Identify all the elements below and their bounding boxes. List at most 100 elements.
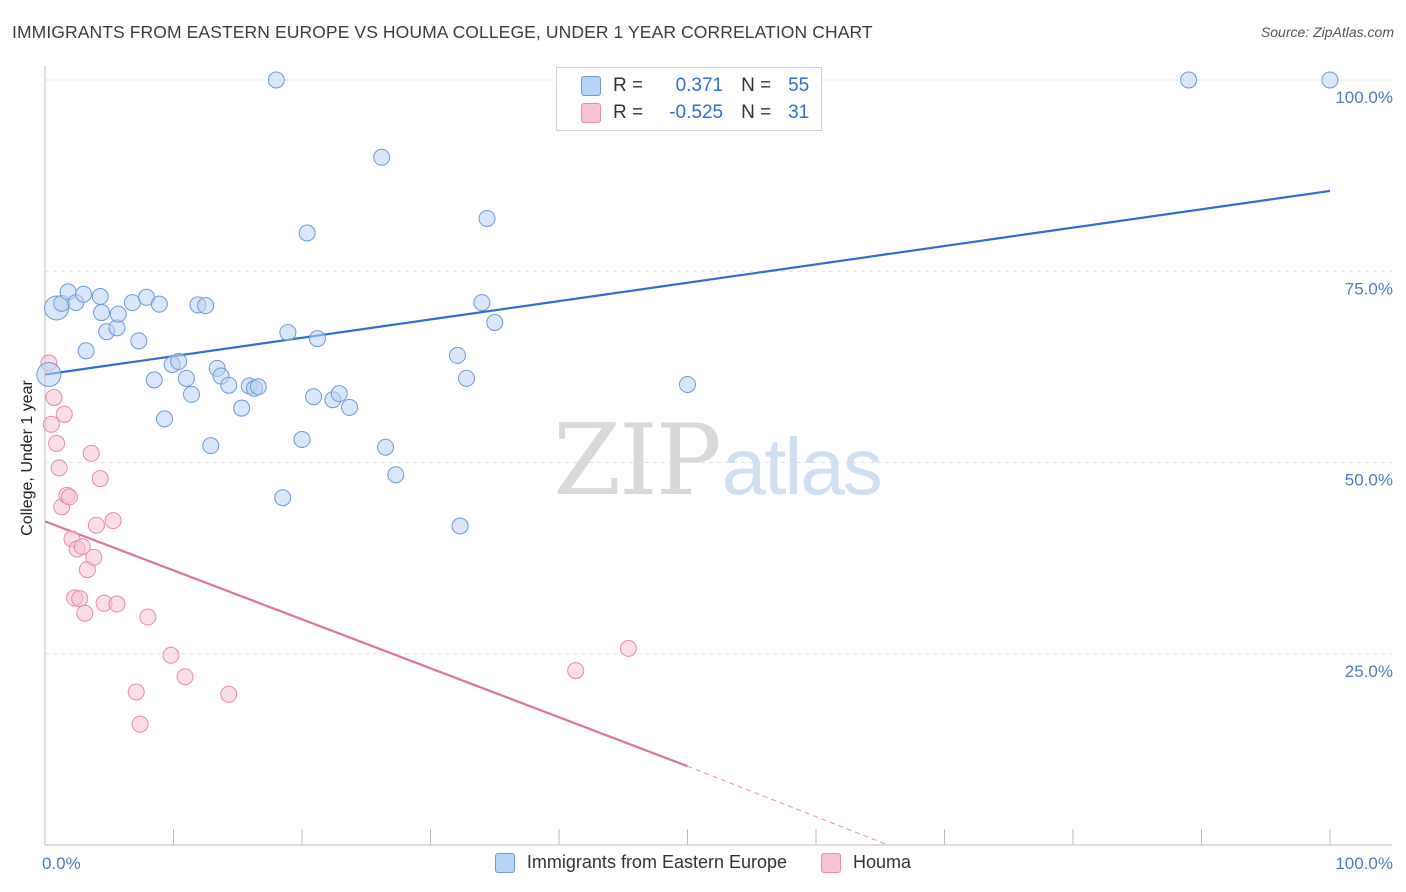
grid-layer: [45, 79, 1392, 655]
point-houma: [91, 470, 109, 488]
point-immigrants: [298, 224, 316, 242]
legend-swatch-pink: [821, 852, 842, 873]
point-immigrants: [177, 369, 195, 387]
point-immigrants: [130, 332, 148, 350]
y-tick-label: 25.0%: [1345, 662, 1393, 681]
point-immigrants: [145, 371, 163, 389]
trendline-immigrants: [44, 189, 1331, 376]
point-immigrants: [93, 304, 111, 322]
point-houma: [45, 388, 63, 406]
point-immigrants: [305, 388, 323, 406]
point-houma: [71, 590, 89, 608]
y-tick-label: 50.0%: [1345, 471, 1393, 490]
point-immigrants: [341, 398, 359, 416]
point-immigrants: [448, 346, 466, 364]
point-houma: [139, 608, 157, 626]
n-label: N =: [741, 102, 772, 123]
point-houma: [176, 668, 194, 686]
point-immigrants: [373, 148, 391, 166]
point-houma: [55, 405, 73, 423]
point-houma: [87, 516, 105, 534]
stats-legend: R = 0.371 N = 55 R = -0.525 N = 31: [556, 67, 822, 131]
legend-swatch-blue: [494, 852, 515, 873]
point-immigrants: [274, 489, 292, 507]
trendline-houma-extension: [687, 765, 889, 846]
point-immigrants: [279, 323, 297, 341]
point-immigrants: [123, 294, 141, 312]
chart-title: IMMIGRANTS FROM EASTERN EUROPE VS HOUMA …: [12, 22, 873, 42]
point-immigrants: [249, 378, 267, 396]
point-immigrants: [267, 71, 285, 89]
point-houma: [619, 639, 637, 657]
point-immigrants: [478, 209, 496, 227]
point-immigrants: [308, 330, 326, 348]
point-houma: [85, 548, 103, 566]
point-immigrants: [170, 353, 188, 371]
point-immigrants: [77, 342, 95, 360]
point-immigrants: [457, 369, 475, 387]
r-value: -0.525: [669, 102, 724, 123]
trendline-houma: [44, 520, 688, 768]
point-immigrants: [486, 314, 504, 332]
point-immigrants: [182, 385, 200, 403]
trendline-layer: [44, 189, 1331, 846]
legend-label: Immigrants from Eastern Europe: [526, 852, 788, 872]
source-label: Source: ZipAtlas.com: [1260, 24, 1394, 40]
point-houma: [73, 538, 91, 556]
r-label: R =: [613, 75, 644, 96]
point-houma: [131, 715, 149, 733]
series-legend: Immigrants from Eastern Europe Houma: [0, 852, 1406, 873]
stats-row-immigrants: R = 0.371 N = 55: [581, 73, 809, 99]
r-value: 0.371: [675, 75, 724, 96]
legend-label: Houma: [853, 852, 912, 872]
point-immigrants: [233, 399, 251, 417]
n-value: 31: [788, 102, 810, 123]
point-immigrants: [197, 297, 215, 315]
point-houma: [127, 683, 145, 701]
point-immigrants: [387, 466, 405, 484]
y-tick-label: 75.0%: [1345, 279, 1393, 298]
point-immigrants: [473, 294, 491, 312]
point-houma: [162, 646, 180, 664]
legend-swatch-blue: [581, 76, 601, 96]
r-label: R =: [613, 102, 644, 123]
legend-item-houma[interactable]: Houma: [821, 852, 911, 873]
point-immigrants: [451, 517, 469, 535]
point-immigrants: [150, 295, 168, 313]
point-houma: [76, 604, 94, 622]
watermark-zip: ZIP: [553, 404, 722, 518]
point-immigrants: [156, 410, 174, 428]
point-houma: [48, 434, 66, 452]
point-immigrants: [202, 437, 220, 455]
legend-swatch-pink: [581, 103, 601, 123]
point-immigrants: [330, 385, 348, 403]
point-houma: [567, 662, 585, 680]
point-immigrants: [75, 285, 93, 303]
point-immigrants: [91, 287, 109, 305]
point-immigrants: [1321, 71, 1339, 89]
point-houma: [220, 685, 238, 703]
point-immigrants: [220, 376, 238, 394]
point-houma: [104, 512, 122, 530]
point-immigrants: [293, 431, 311, 449]
point-houma: [60, 488, 78, 506]
point-immigrants: [679, 375, 696, 393]
x-tick-label: 0.0%: [42, 854, 81, 873]
point-houma: [82, 444, 100, 462]
watermark-atlas: atlas: [721, 422, 883, 511]
stats-row-houma: R = -0.525 N = 31: [581, 100, 809, 126]
points-layer: [36, 71, 1339, 733]
axis-layer: [44, 66, 1392, 846]
point-houma: [50, 459, 68, 477]
x-tick-label: 100.0%: [1335, 854, 1393, 873]
watermark: ZIPatlas: [553, 404, 883, 518]
point-immigrants: [1180, 71, 1198, 89]
point-immigrants: [109, 305, 127, 323]
n-value: 55: [788, 75, 810, 96]
y-tick-label: 100.0%: [1335, 88, 1393, 107]
tick-label-layer: 25.0% 50.0% 75.0% 100.0% 0.0% 100.0%: [42, 88, 1393, 873]
point-immigrants: [377, 438, 395, 456]
legend-item-immigrants[interactable]: Immigrants from Eastern Europe: [494, 852, 788, 873]
n-label: N =: [741, 75, 772, 96]
